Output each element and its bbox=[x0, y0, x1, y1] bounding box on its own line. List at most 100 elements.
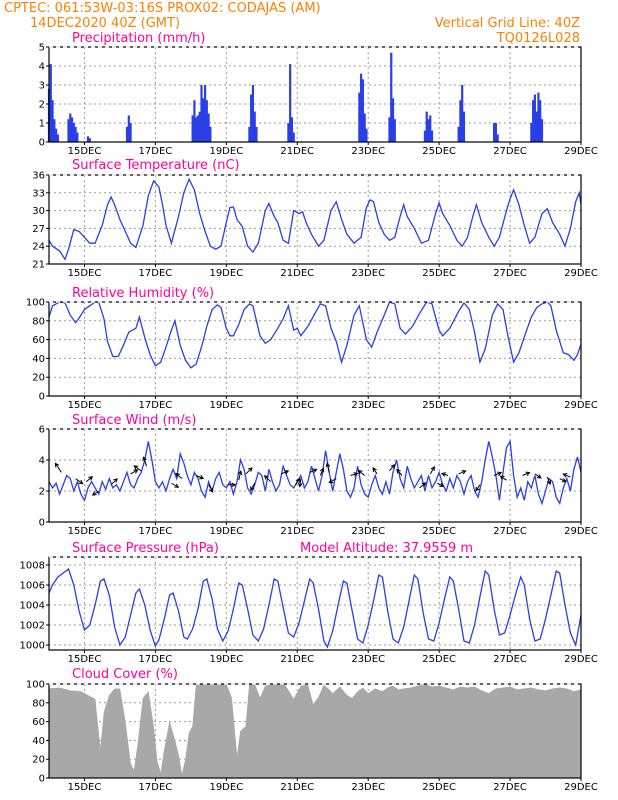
wind-vector-arrow bbox=[75, 478, 84, 485]
precip-bar bbox=[200, 85, 203, 142]
wind-vector-arrow bbox=[110, 478, 118, 486]
precip-bar bbox=[209, 126, 212, 142]
temperature-xtick-label: 19DEC bbox=[209, 268, 243, 279]
temperature-ytick-label: 27 bbox=[32, 224, 45, 235]
precip-bar bbox=[363, 113, 366, 142]
wind-vector-arrow bbox=[281, 470, 290, 475]
header-location: CPTEC: 061:53W-03:16S PROX02: CODAJAS (A… bbox=[4, 1, 321, 16]
precip-xtick-label: 25DEC bbox=[422, 146, 456, 157]
precip-bar bbox=[459, 100, 462, 142]
wind-vector-arrow bbox=[297, 478, 303, 488]
precip-xtick-label: 21DEC bbox=[280, 146, 314, 157]
wind-line bbox=[48, 439, 582, 506]
precip-title: Precipitation (mm/h) bbox=[72, 31, 205, 46]
precip-bar bbox=[537, 92, 540, 142]
wind-vector-arrow bbox=[208, 484, 214, 493]
pressure-xtick-label: 17DEC bbox=[139, 654, 173, 665]
wind-xtick-label: 21DEC bbox=[280, 526, 314, 537]
cloud-panel: 0 20 40 60 80 100 15DEC 17DEC 19DEC 21DEC 23DEC 25D… bbox=[26, 680, 598, 794]
precip-panel: 0 1 2 3 4 5 15DEC 17DEC 19DEC 21DEC 23DEC 25DEC 27DE… bbox=[39, 43, 598, 158]
model-altitude: Model Altitude: 37.9559 m bbox=[300, 541, 473, 556]
precip-ytick-label: 5 bbox=[39, 43, 45, 54]
precip-bar bbox=[360, 73, 363, 142]
wind-vector-arrow bbox=[357, 469, 365, 476]
precip-bar bbox=[125, 126, 129, 142]
precip-bar bbox=[462, 111, 466, 142]
precip-bar bbox=[49, 64, 52, 142]
wind-xtick-label: 19DEC bbox=[209, 526, 243, 537]
precip-xtick-label: 15DEC bbox=[68, 146, 102, 157]
wind-xtick-label: 29DEC bbox=[564, 526, 598, 537]
humidity-xtick-label: 17DEC bbox=[139, 400, 173, 411]
wind-vector-arrow bbox=[237, 470, 243, 481]
wind-vector-arrow bbox=[546, 476, 552, 486]
precip-bar bbox=[205, 100, 208, 142]
precip-bar bbox=[388, 117, 391, 142]
pressure-title: Surface Pressure (hPa) bbox=[72, 541, 219, 556]
wind-vector-arrow bbox=[475, 484, 481, 492]
wind-ytick-label: 4 bbox=[39, 456, 45, 467]
temperature-ytick-label: 36 bbox=[32, 171, 45, 182]
temperature-xtick-label: 25DEC bbox=[422, 268, 456, 279]
precip-bar bbox=[427, 119, 430, 142]
wind-vector-arrow bbox=[245, 467, 253, 475]
cloud-xtick-label: 15DEC bbox=[68, 782, 102, 793]
pressure-ytick-label: 1000 bbox=[20, 641, 45, 652]
temperature-ytick-label: 21 bbox=[32, 260, 45, 271]
humidity-ytick-label: 80 bbox=[32, 316, 45, 327]
wind-vector-arrow bbox=[91, 490, 99, 496]
precip-bar bbox=[74, 126, 77, 142]
wind-vector-arrow bbox=[133, 465, 142, 472]
temperature-xtick-label: 29DEC bbox=[564, 268, 598, 279]
precip-bar bbox=[461, 85, 464, 142]
humidity-xtick-label: 23DEC bbox=[351, 400, 385, 411]
humidity-title: Relative Humidity (%) bbox=[72, 286, 214, 301]
precip-ytick-label: 1 bbox=[39, 119, 45, 130]
temperature-title: Surface Temperature (nC) bbox=[72, 158, 240, 173]
precip-bar bbox=[76, 132, 79, 142]
wind-vector-arrow bbox=[389, 464, 396, 472]
wind-vector-arrow bbox=[372, 467, 378, 475]
temperature-xtick-label: 17DEC bbox=[139, 268, 173, 279]
precip-bar bbox=[361, 79, 364, 142]
temperature-frame bbox=[48, 174, 582, 265]
temperature-ytick-label: 24 bbox=[32, 242, 45, 253]
wind-vector-arrow bbox=[437, 482, 445, 487]
temperature-line bbox=[48, 177, 582, 261]
temperature-ytick-label: 30 bbox=[32, 206, 45, 217]
precip-bar bbox=[429, 115, 432, 142]
wind-vector-arrow bbox=[175, 472, 183, 479]
wind-ytick-label: 6 bbox=[39, 425, 45, 436]
wind-vector-arrow bbox=[522, 471, 531, 476]
precip-ytick-label: 4 bbox=[39, 62, 45, 73]
wind-vector-arrow bbox=[350, 472, 359, 477]
precip-bar bbox=[253, 111, 256, 142]
precip-bar bbox=[251, 85, 255, 142]
precip-bar bbox=[53, 119, 56, 142]
wind-xtick-label: 27DEC bbox=[493, 526, 527, 537]
cloud-ytick-label: 40 bbox=[32, 736, 45, 747]
pressure-line bbox=[48, 567, 582, 649]
precip-bar bbox=[539, 100, 542, 142]
wind-vector-arrow bbox=[295, 477, 301, 486]
precip-bar bbox=[67, 119, 70, 142]
humidity-panel: 0 20 40 60 80 100 15DEC 17DEC 19DEC 21DEC 23DEC 25D… bbox=[26, 298, 598, 412]
wind-vector-arrow bbox=[396, 468, 403, 476]
humidity-ytick-label: 40 bbox=[32, 354, 45, 365]
temperature-xtick-label: 27DEC bbox=[493, 268, 527, 279]
wind-vector-arrow bbox=[195, 475, 205, 480]
humidity-ytick-label: 0 bbox=[39, 392, 45, 403]
wind-vector-arrow bbox=[419, 482, 427, 489]
precip-bar bbox=[390, 52, 393, 143]
precip-bar bbox=[496, 134, 499, 142]
wind-xtick-label: 17DEC bbox=[139, 526, 173, 537]
precip-bar bbox=[532, 100, 535, 142]
cloud-area bbox=[48, 683, 582, 779]
wind-vector-arrow bbox=[429, 466, 435, 475]
header-grid-line: Vertical Grid Line: 40Z bbox=[435, 16, 580, 31]
wind-title: Surface Wind (m/s) bbox=[72, 413, 196, 428]
precip-bar bbox=[255, 126, 258, 142]
wind-vector-arrow bbox=[559, 478, 567, 483]
wind-vector-arrow bbox=[534, 473, 542, 479]
